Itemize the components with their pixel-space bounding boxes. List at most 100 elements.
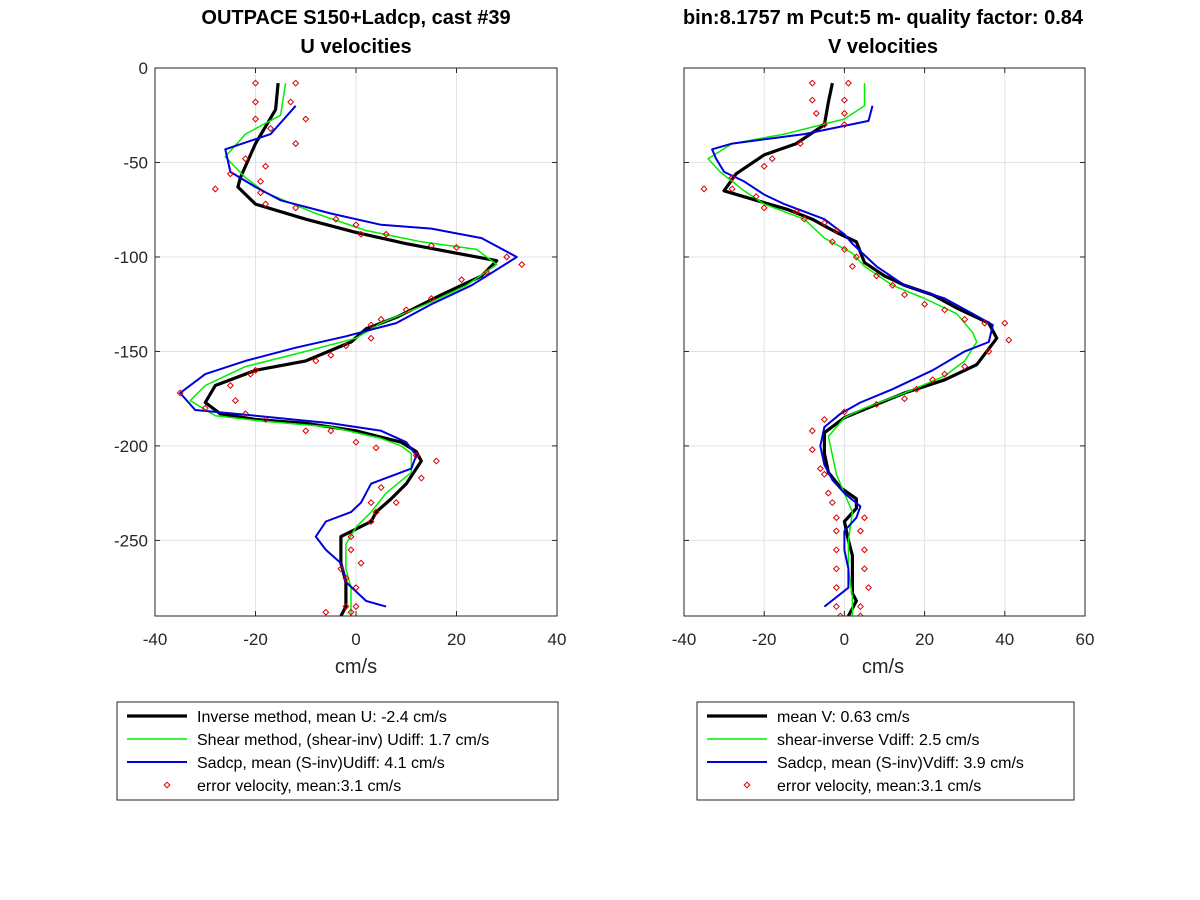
v-error-point — [796, 140, 804, 148]
v-error-point — [820, 121, 828, 129]
u-error-point — [347, 533, 355, 541]
v-error-point — [828, 499, 836, 507]
v-legend: mean V: 0.63 cm/s shear-inverse Vdiff: 2.… — [696, 701, 1075, 801]
v-x-tick-label: 40 — [995, 630, 1014, 649]
u-error-point — [241, 410, 249, 418]
u-series-group — [176, 79, 526, 616]
u-error-point — [267, 124, 275, 132]
v-error-point — [752, 192, 760, 201]
u-error-point — [357, 230, 365, 238]
v-error-point — [901, 291, 909, 299]
v-error-point — [832, 603, 840, 611]
v-error-point — [820, 415, 828, 423]
u-error-point — [367, 321, 375, 329]
v-plot-area — [684, 68, 1085, 616]
v-legend-label-0: mean V: 0.63 cm/s — [777, 709, 910, 726]
u-y-tick-label: -50 — [123, 153, 148, 172]
u-legend-label-0: Inverse method, mean U: -2.4 cm/s — [197, 709, 447, 726]
v-error-point — [820, 219, 828, 227]
v-series-group — [700, 79, 1013, 616]
u-legend: Inverse method, mean U: -2.4 cm/s Shear m… — [116, 701, 559, 801]
v-legend-marker-3 — [743, 781, 751, 789]
v-error-point — [828, 238, 836, 246]
v-error-point — [700, 185, 708, 193]
u-error-point — [518, 261, 526, 269]
v-error-point — [889, 281, 897, 289]
u-x-tick-label: 0 — [351, 630, 360, 649]
u-error-point — [427, 295, 435, 303]
v-error-point — [808, 427, 816, 435]
v-error-point — [860, 546, 868, 554]
u-error-point — [257, 189, 265, 197]
u-x-tick-label: -40 — [143, 630, 168, 649]
v-error-point — [728, 174, 736, 182]
u-x-tick-label: 40 — [548, 630, 567, 649]
u-error-point — [287, 98, 295, 106]
u-error-point — [503, 253, 511, 261]
v-error-point — [728, 185, 736, 193]
v-error-point — [800, 215, 808, 223]
v-error-point — [864, 584, 872, 592]
u-error-point — [432, 457, 440, 465]
v-axes-box — [683, 67, 1086, 617]
v-error-point — [832, 565, 840, 573]
v-x-axis-label: cm/s — [862, 656, 904, 678]
u-error-point — [251, 98, 260, 106]
v-error-point — [808, 79, 816, 87]
u-error-point — [352, 221, 360, 229]
u-x-axis-label: cm/s — [335, 656, 377, 678]
u-error-point — [377, 315, 385, 323]
u-error-point — [458, 276, 466, 284]
u-legend-label-1: Shear method, (shear-inv) Udiff: 1.7 cm/… — [197, 732, 489, 749]
v-error-point — [961, 315, 969, 323]
u-error-point — [357, 559, 365, 567]
u-error-point — [332, 215, 340, 223]
u-error-point — [367, 499, 375, 507]
v-error-point — [860, 565, 868, 573]
u-error-point — [251, 366, 260, 374]
u-x-tick-label: -20 — [243, 630, 268, 649]
v-error-point — [941, 370, 949, 378]
v-error-point — [768, 155, 776, 163]
u-error-point — [201, 404, 209, 412]
u-error-point — [246, 370, 254, 378]
u-series-line-1 — [189, 82, 498, 616]
u-error-point — [176, 389, 184, 397]
v-error-point — [808, 446, 816, 454]
v-error-point — [856, 612, 864, 616]
v-error-point — [840, 96, 848, 104]
v-error-point — [1001, 319, 1009, 327]
v-error-point — [852, 253, 860, 261]
u-error-point — [257, 177, 265, 185]
u-error-point — [452, 244, 461, 252]
v-panel-title-line1: bin:8.1757 m Pcut:5 m- quality factor: 0… — [683, 7, 1084, 29]
u-y-tick-label: -200 — [114, 437, 148, 456]
v-error-point — [901, 395, 909, 403]
v-error-point — [836, 612, 844, 616]
u-error-point — [327, 427, 335, 435]
u-error-point — [262, 415, 270, 423]
u-x-tick-label: 20 — [447, 630, 466, 649]
u-error-point — [327, 351, 335, 359]
u-legend-box — [116, 701, 559, 801]
v-series-line-1 — [707, 83, 978, 616]
u-series-line-2 — [179, 105, 518, 608]
u-legend-marker-3 — [163, 781, 171, 789]
v-error-point — [812, 109, 820, 117]
v-velocity-panel: bin:8.1757 m Pcut:5 m- quality factor: 0… — [672, 7, 1095, 678]
u-error-point — [302, 115, 310, 123]
v-legend-box — [696, 701, 1075, 801]
v-error-point — [824, 489, 832, 497]
v-x-tick-label: 20 — [915, 630, 934, 649]
u-error-point — [302, 427, 310, 435]
u-error-point — [392, 499, 400, 507]
u-error-point — [241, 155, 249, 163]
u-error-point — [342, 342, 350, 350]
v-error-point — [913, 385, 921, 393]
u-error-point — [372, 508, 380, 516]
v-x-tick-label: 60 — [1076, 630, 1095, 649]
v-x-tick-label: -20 — [752, 630, 777, 649]
u-error-point — [342, 574, 350, 582]
u-error-point — [231, 397, 239, 405]
u-error-point — [352, 584, 360, 592]
